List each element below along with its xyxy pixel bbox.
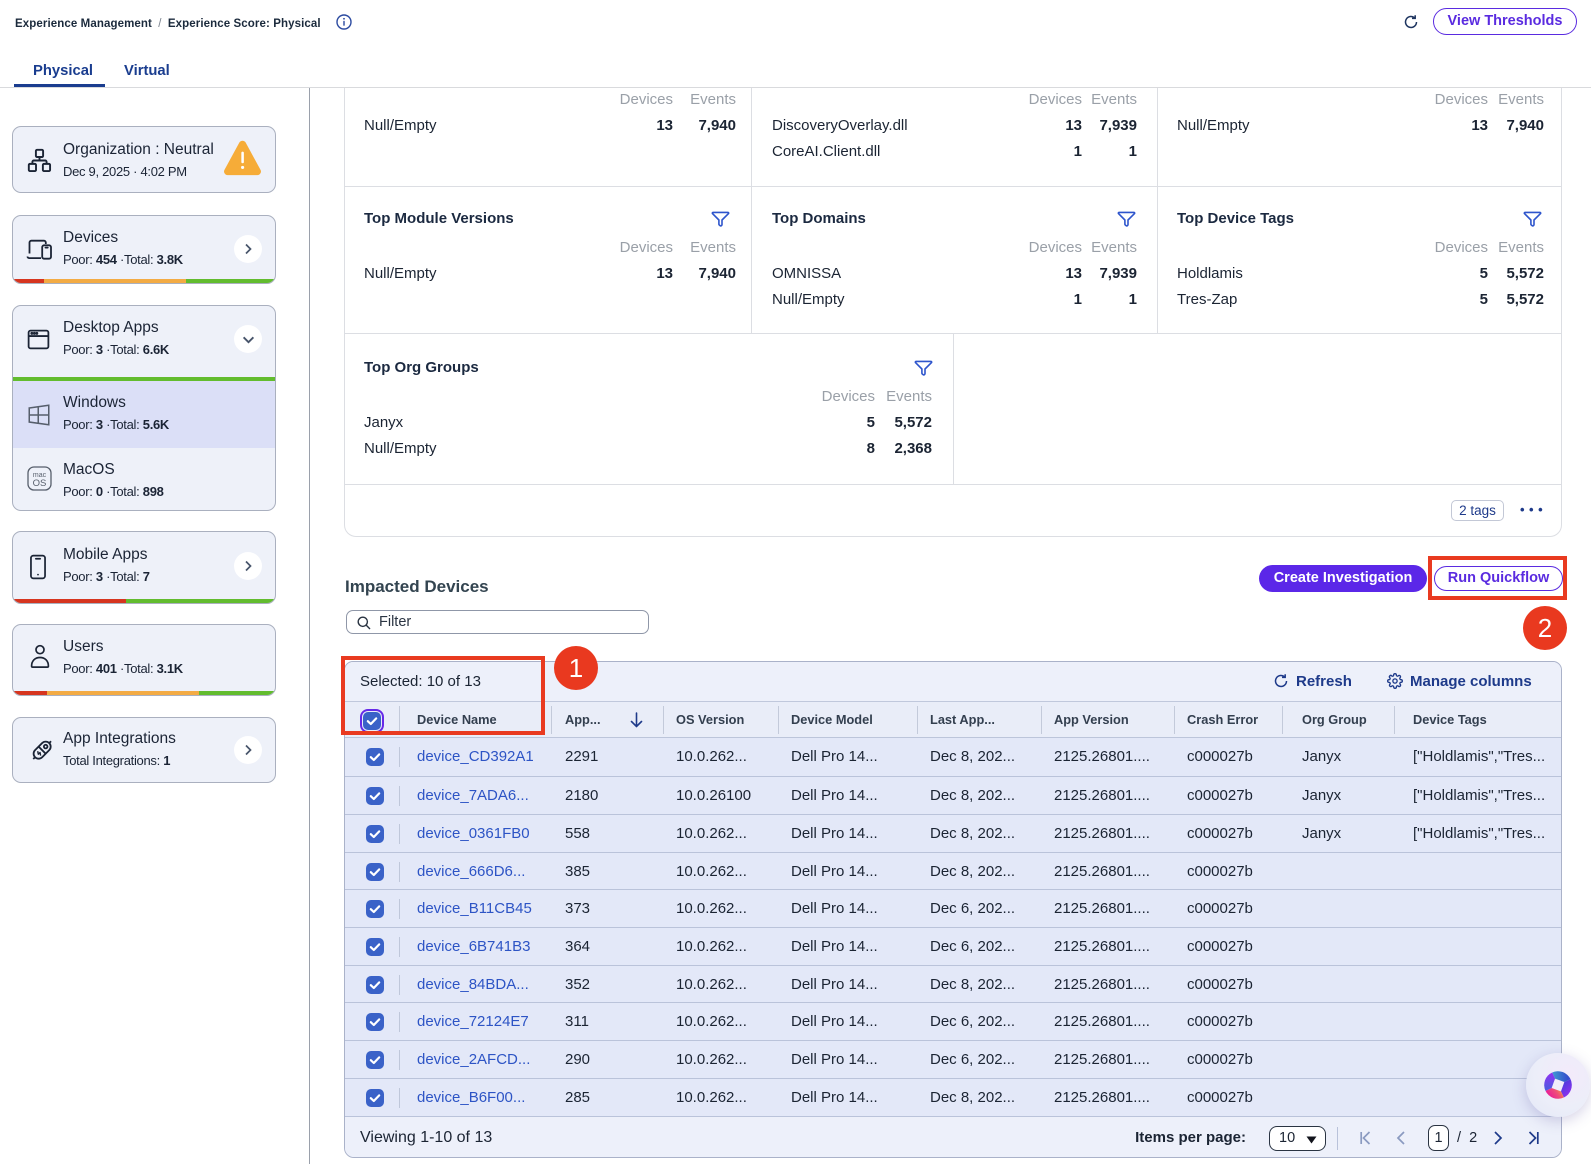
svg-text:mac: mac [33, 472, 47, 479]
svg-text:OS: OS [33, 478, 47, 489]
